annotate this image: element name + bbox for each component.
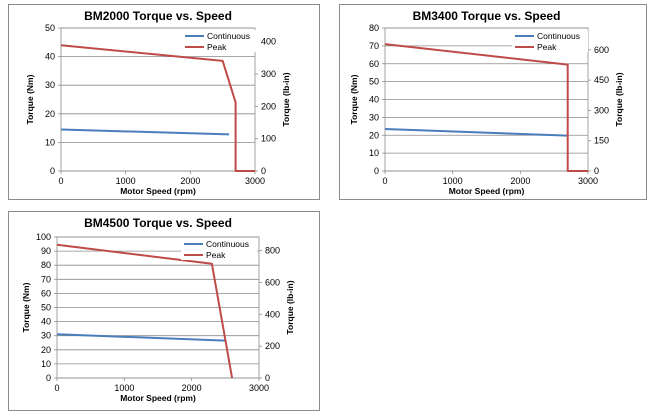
y2-tick-label: 100 xyxy=(261,134,276,144)
legend-label: Continuous xyxy=(207,31,250,41)
y2-tick-label: 800 xyxy=(265,246,280,256)
chart-svg: BM2000 Torque vs. Speed 0 10 20 30 40 50 0 100 20… xyxy=(25,9,291,196)
chart-title: BM4500 Torque vs. Speed xyxy=(84,216,232,230)
legend-label: Peak xyxy=(537,42,557,52)
y-tick-label: 50 xyxy=(45,23,55,33)
series-line-peak xyxy=(56,243,234,379)
x-axis-label: Motor Speed (rpm) xyxy=(120,186,196,196)
y-tick-label: 40 xyxy=(45,52,55,62)
x-tick-label: 1000 xyxy=(443,176,463,186)
x-axis-label: Motor Speed (rpm) xyxy=(449,186,525,196)
y-tick-label: 70 xyxy=(41,274,51,284)
y-tick-label: 80 xyxy=(369,23,379,33)
chart-bm4500: BM4500 Torque vs. Speed 0 10 20 30 40 50 60 70 80… xyxy=(8,211,320,411)
y-tick-label: 20 xyxy=(41,345,51,355)
y-tick-label: 30 xyxy=(41,331,51,341)
y2-tick-label: 200 xyxy=(261,101,276,111)
y2-tick-label: 0 xyxy=(265,373,270,383)
y-tick-label: 20 xyxy=(369,130,379,140)
y2-tick-label: 400 xyxy=(265,309,280,319)
y-tick-label: 40 xyxy=(41,317,51,327)
x-axis-label: Motor Speed (rpm) xyxy=(120,393,196,403)
y-tick-label: 10 xyxy=(369,148,379,158)
y-tick-label: 90 xyxy=(41,246,51,256)
y2-tick-label: 150 xyxy=(594,136,609,146)
plot-area xyxy=(384,27,589,172)
chart-title: BM3400 Torque vs. Speed xyxy=(413,9,561,23)
y2-axis-label: Torque (lb-in) xyxy=(285,280,295,334)
series-line-peak xyxy=(384,43,588,172)
y2-tick-label: 0 xyxy=(261,166,266,176)
y2-tick-label: 450 xyxy=(594,75,609,85)
y-tick-label: 50 xyxy=(369,77,379,87)
y-tick-label: 70 xyxy=(369,41,379,51)
y-tick-label: 40 xyxy=(369,95,379,105)
y-tick-label: 30 xyxy=(369,112,379,122)
y-tick-label: 80 xyxy=(41,260,51,270)
series-line-continuous xyxy=(56,333,226,342)
y-tick-label: 10 xyxy=(45,137,55,147)
x-tick-label: 0 xyxy=(382,176,387,186)
x-tick-label: 2000 xyxy=(182,383,202,393)
y-tick-label: 20 xyxy=(45,109,55,119)
y-tick-label: 10 xyxy=(41,359,51,369)
chart-bm3400: BM3400 Torque vs. Speed 0 10 20 30 40 50 60 70 80… xyxy=(339,4,647,200)
legend-label: Continuous xyxy=(206,239,249,249)
chart-title: BM2000 Torque vs. Speed xyxy=(84,9,232,23)
y2-axis-label: Torque (lb-in) xyxy=(281,72,291,126)
plot-area xyxy=(60,27,256,172)
legend-label: Peak xyxy=(207,42,227,52)
plot-area xyxy=(56,236,260,379)
chart-svg: BM3400 Torque vs. Speed 0 10 20 30 40 50 60 70 80… xyxy=(349,9,624,196)
y-tick-label: 0 xyxy=(46,373,51,383)
y2-tick-label: 0 xyxy=(594,166,599,176)
y2-tick-label: 200 xyxy=(265,341,280,351)
x-tick-label: 3000 xyxy=(245,176,265,186)
legend-label: Peak xyxy=(206,250,226,260)
x-tick-label: 0 xyxy=(54,383,59,393)
y-tick-label: 0 xyxy=(50,166,55,176)
y-tick-label: 100 xyxy=(36,232,51,242)
y-tick-label: 0 xyxy=(374,166,379,176)
y2-tick-label: 600 xyxy=(594,45,609,55)
x-tick-label: 0 xyxy=(58,176,63,186)
y-axis-label: Torque (Nm) xyxy=(25,74,35,124)
series-line-peak xyxy=(60,44,255,172)
y-tick-label: 60 xyxy=(369,59,379,69)
y-axis-label: Torque (Nm) xyxy=(21,282,31,332)
series-line-continuous xyxy=(60,128,230,136)
chart-bm2000: BM2000 Torque vs. Speed 0 10 20 30 40 50 0 100 20… xyxy=(8,4,320,200)
y-tick-label: 50 xyxy=(41,303,51,313)
y2-tick-label: 600 xyxy=(265,277,280,287)
y-tick-label: 60 xyxy=(41,288,51,298)
y2-tick-label: 300 xyxy=(594,105,609,115)
x-tick-label: 2000 xyxy=(180,176,200,186)
y2-tick-label: 400 xyxy=(261,37,276,47)
legend-label: Continuous xyxy=(537,31,580,41)
y-axis-label: Torque (Nm) xyxy=(349,74,359,124)
x-tick-label: 2000 xyxy=(510,176,530,186)
chart-svg: BM4500 Torque vs. Speed 0 10 20 30 40 50 60 70 80… xyxy=(21,216,295,403)
y-tick-label: 30 xyxy=(45,80,55,90)
x-tick-label: 3000 xyxy=(249,383,269,393)
x-tick-label: 3000 xyxy=(578,176,598,186)
x-tick-label: 1000 xyxy=(116,176,136,186)
x-tick-label: 1000 xyxy=(114,383,134,393)
y2-axis-label: Torque (lb-in) xyxy=(614,72,624,126)
y2-tick-label: 300 xyxy=(261,69,276,79)
series-line-continuous xyxy=(384,128,568,137)
